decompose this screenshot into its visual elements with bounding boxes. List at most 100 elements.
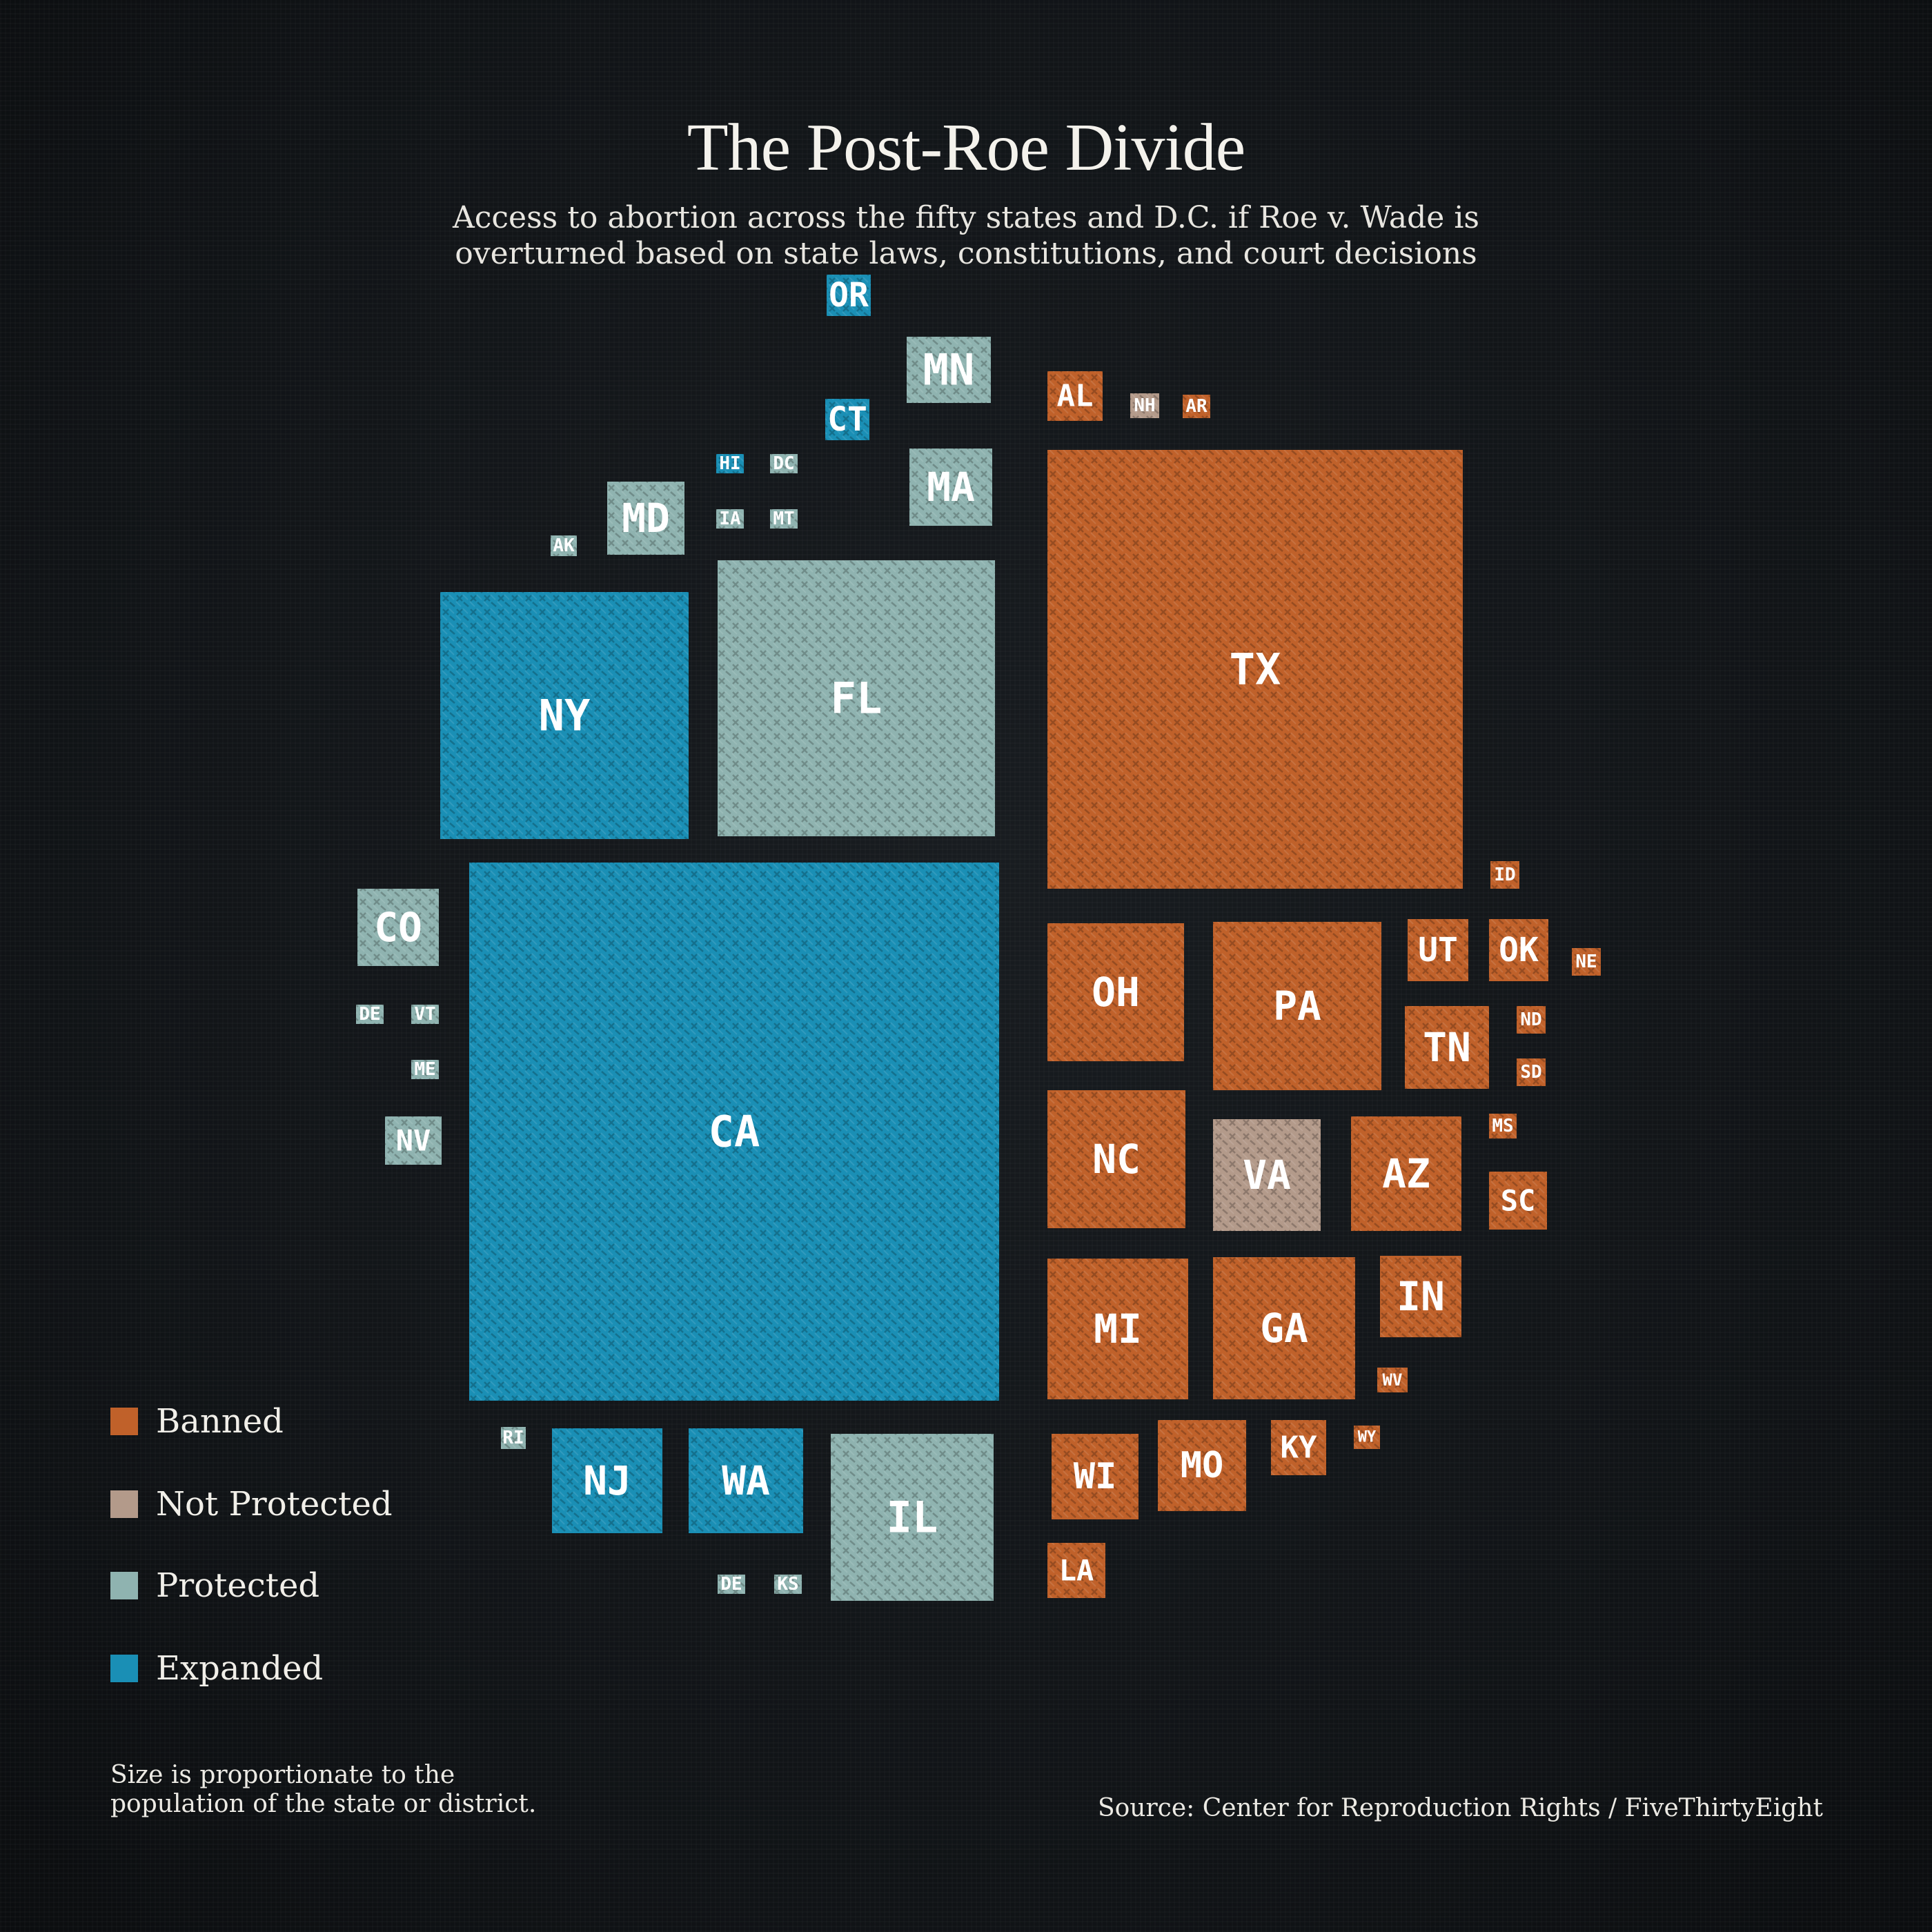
state-label-me: ME — [414, 1059, 435, 1080]
state-tile-ia: IA — [716, 509, 744, 529]
state-tile-la: LA — [1047, 1543, 1105, 1598]
state-tile-in: IN — [1380, 1256, 1461, 1337]
legend-swatch-banned — [110, 1408, 138, 1435]
state-label-nc: NC — [1092, 1136, 1141, 1183]
state-tile-de: DE — [356, 1004, 384, 1025]
size-note: Size is proportionate to the population … — [110, 1761, 537, 1818]
state-label-il: IL — [887, 1492, 938, 1543]
state-label-de: DE — [359, 1004, 380, 1025]
state-tile-fl: FL — [718, 560, 995, 836]
stitch-texture — [1158, 1420, 1246, 1511]
chart-title: The Post-Roe Divide — [687, 110, 1245, 185]
state-tile-wy: WY — [1354, 1426, 1380, 1449]
stitch-texture — [716, 509, 744, 529]
stitch-texture — [1490, 861, 1519, 889]
state-label-nj: NJ — [583, 1457, 631, 1504]
state-tile-pa: PA — [1213, 922, 1381, 1090]
state-label-tn: TN — [1423, 1024, 1471, 1071]
stitch-texture — [356, 1005, 384, 1024]
state-label-ny: NY — [539, 691, 591, 741]
state-tile-ct: CT — [825, 399, 869, 440]
state-tile-ma: MA — [909, 448, 992, 526]
state-tile-wv: WV — [1377, 1368, 1408, 1392]
state-label-nv: NV — [396, 1124, 431, 1158]
state-tile-wi: WI — [1052, 1434, 1138, 1519]
state-label-oh: OH — [1092, 969, 1140, 1016]
stitch-texture — [827, 275, 871, 316]
state-label-wi: WI — [1074, 1456, 1117, 1497]
state-label-sc: SC — [1501, 1184, 1536, 1218]
stitch-texture — [1047, 1543, 1105, 1598]
state-label-md: MD — [622, 495, 670, 542]
state-label-ri: RI — [502, 1428, 524, 1448]
state-label-ia: IA — [719, 509, 741, 529]
state-label-hi: HI — [719, 453, 740, 474]
state-label-ar: AR — [1185, 396, 1208, 417]
state-tile-ri: RI — [501, 1427, 526, 1449]
stitch-texture — [774, 1575, 802, 1594]
state-label-mi: MI — [1094, 1305, 1142, 1352]
state-tile-va: VA — [1213, 1119, 1321, 1231]
stitch-texture — [440, 592, 689, 839]
stitch-texture — [770, 454, 798, 473]
state-tile-ut: UT — [1408, 919, 1468, 981]
state-tile-vt: VT — [411, 1004, 439, 1025]
state-label-in: IN — [1397, 1273, 1445, 1320]
state-tile-ms: MS — [1489, 1114, 1517, 1138]
stitch-texture — [357, 889, 439, 966]
state-tile-mo: MO — [1158, 1420, 1246, 1511]
state-label-va: VA — [1243, 1152, 1291, 1199]
state-tile-sd: SD — [1517, 1058, 1546, 1086]
state-tile-or: OR — [827, 275, 871, 316]
stitch-texture — [825, 399, 869, 440]
stitch-texture — [907, 337, 991, 403]
state-tile-mi: MI — [1047, 1259, 1188, 1399]
state-tile-az: AZ — [1351, 1116, 1461, 1231]
stitch-texture — [1047, 371, 1103, 421]
stitch-texture — [1213, 922, 1381, 1090]
state-label-mn: MN — [923, 345, 975, 395]
state-label-dc: DC — [773, 453, 794, 474]
stitch-texture — [385, 1116, 442, 1165]
state-tile-oh: OH — [1047, 923, 1184, 1061]
legend-label-banned: Banned — [156, 1402, 284, 1441]
stitch-texture — [770, 509, 798, 529]
stitch-texture — [1047, 923, 1184, 1061]
stitch-texture — [1130, 393, 1159, 418]
stitch-texture — [718, 1575, 745, 1594]
state-label-vt: VT — [414, 1004, 435, 1025]
stitch-texture — [718, 560, 995, 836]
state-label-id: ID — [1494, 865, 1515, 885]
state-tile-il: IL — [831, 1434, 994, 1601]
state-label-ct: CT — [827, 400, 867, 439]
stitch-texture — [831, 1434, 994, 1601]
stitch-texture — [716, 454, 744, 473]
state-tile-de-2: DE — [718, 1574, 745, 1595]
state-label-la: LA — [1059, 1554, 1094, 1588]
state-tile-nd: ND — [1517, 1006, 1546, 1034]
stitch-texture — [689, 1428, 803, 1533]
state-label-sd: SD — [1520, 1062, 1541, 1083]
legend-swatch-protected — [110, 1572, 138, 1599]
state-tile-ak: AK — [551, 535, 577, 556]
stitch-texture — [501, 1427, 526, 1449]
state-label-ut: UT — [1418, 931, 1458, 969]
state-tile-nj: NJ — [552, 1428, 662, 1533]
stitch-texture — [1408, 919, 1468, 981]
stitch-texture — [1271, 1420, 1326, 1475]
stitch-texture — [411, 1005, 439, 1024]
stitch-texture — [1213, 1257, 1355, 1399]
state-tile-ks: KS — [774, 1574, 802, 1595]
state-label-ks: KS — [777, 1574, 798, 1595]
subtitle-line-2: overturned based on state laws, constitu… — [455, 236, 1477, 271]
state-label-ca: CA — [709, 1107, 760, 1157]
state-tile-tx: TX — [1047, 450, 1463, 889]
stitch-texture — [1047, 1259, 1188, 1399]
state-tile-nv: NV — [385, 1116, 442, 1165]
stitch-texture — [1377, 1368, 1408, 1392]
stitch-texture — [1351, 1116, 1461, 1231]
state-tile-ca: CA — [469, 862, 999, 1401]
state-tile-mn: MN — [907, 337, 991, 403]
state-label-ne: NE — [1575, 952, 1597, 972]
state-tile-ky: KY — [1271, 1420, 1326, 1475]
